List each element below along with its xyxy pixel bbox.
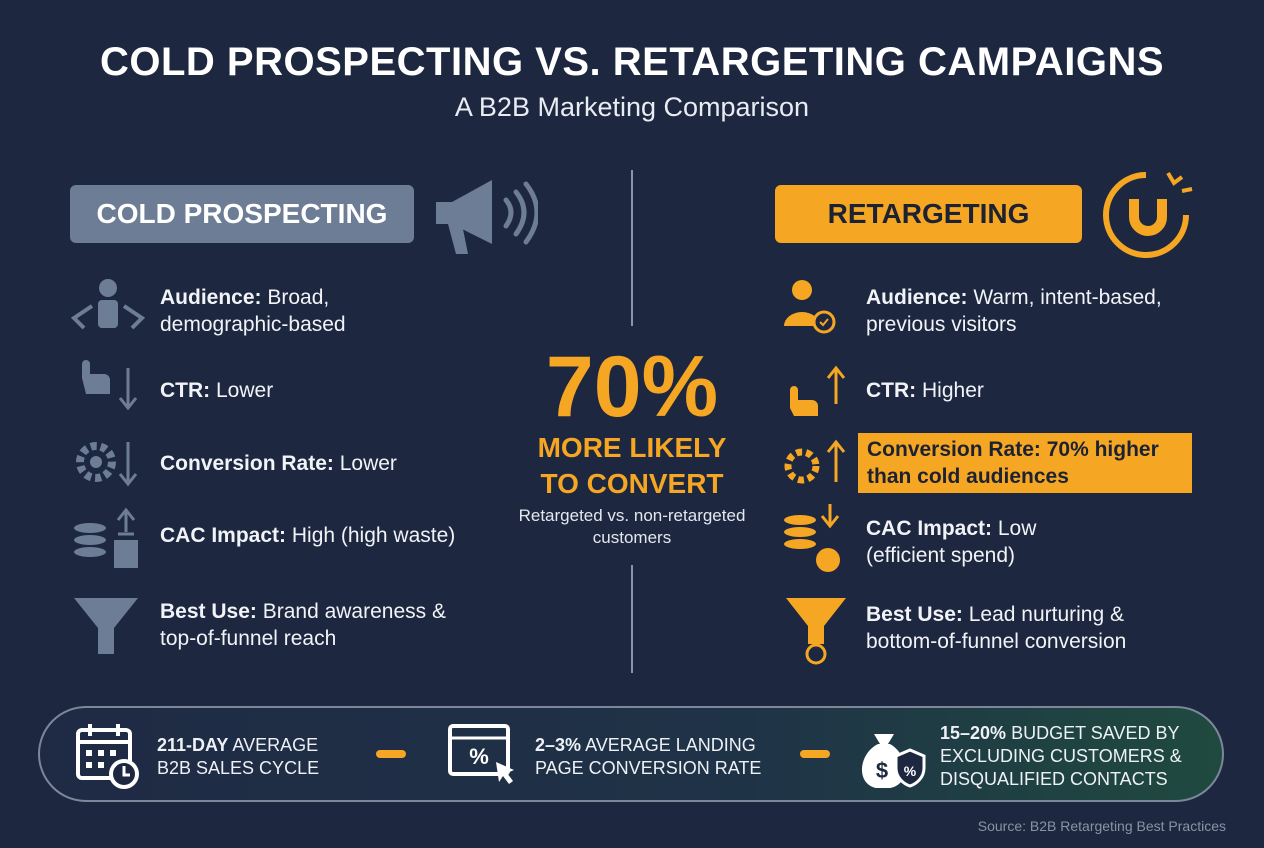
left-item: Conversion Rate: Lower bbox=[160, 450, 480, 477]
center-note: Retargeted vs. non-retargeted customers bbox=[518, 506, 746, 547]
left-item: Best Use: Brand awareness & top-of-funne… bbox=[160, 598, 480, 652]
item-text: 70% higher than cold audiences bbox=[867, 438, 1159, 488]
left-title: COLD PROSPECTING bbox=[70, 185, 414, 243]
left-item: CTR: Lower bbox=[160, 377, 480, 404]
left-item: Audience: Broad, demographic-based bbox=[160, 284, 400, 338]
item-label: Audience: bbox=[866, 286, 968, 309]
right-item-highlight: Conversion Rate: 70% higher than cold au… bbox=[858, 433, 1192, 493]
right-item: CAC Impact: Low (efficient spend) bbox=[866, 515, 1086, 569]
megaphone-icon bbox=[436, 180, 538, 254]
right-icons bbox=[784, 280, 846, 665]
footer-stat: 211-DAY AVERAGE B2B SALES CYCLE bbox=[157, 734, 357, 780]
stat-strong: 15–20% bbox=[940, 723, 1007, 743]
browser-icon: % bbox=[448, 724, 514, 784]
stat-text: AVERAGE B2B SALES CYCLE bbox=[157, 735, 320, 778]
left-icons bbox=[70, 279, 146, 654]
right-title: RETARGETING bbox=[775, 185, 1082, 243]
calendar-icon bbox=[76, 724, 139, 789]
item-label: Best Use: bbox=[160, 600, 257, 623]
subtitle: A B2B Marketing Comparison bbox=[454, 92, 810, 122]
divider bbox=[631, 170, 633, 326]
item-label: Conversion Rate: bbox=[867, 438, 1041, 461]
right-item: Best Use: Lead nurturing & bottom-of-fun… bbox=[866, 601, 1196, 655]
right-item: Audience: Warm, intent-based, previous v… bbox=[866, 284, 1206, 338]
svg-text:%: % bbox=[904, 763, 917, 779]
item-text: Broad, demographic-based bbox=[160, 286, 346, 336]
center-headline: MORE LIKELY TO CONVERT bbox=[537, 432, 727, 499]
title: COLD PROSPECTING VS. RETARGETING CAMPAIG… bbox=[99, 40, 1165, 84]
center-figure: 70% bbox=[545, 339, 719, 435]
stat-text: AVERAGE LANDING PAGE CONVERSION RATE bbox=[535, 735, 762, 778]
footer-panel bbox=[38, 706, 1224, 802]
magnet-icon bbox=[1103, 171, 1193, 258]
svg-text:%: % bbox=[469, 744, 489, 769]
source: Source: B2B Retargeting Best Practices bbox=[977, 818, 1226, 834]
moneybag-icon: $% bbox=[861, 734, 926, 788]
footer-stat: 2–3% AVERAGE LANDING PAGE CONVERSION RAT… bbox=[535, 734, 785, 780]
svg-text:$: $ bbox=[876, 758, 888, 783]
item-label: Audience: bbox=[160, 286, 262, 309]
right-item: CTR: Higher bbox=[866, 377, 1186, 404]
item-label: CTR: bbox=[160, 379, 211, 402]
stat-text: BUDGET SAVED BY EXCLUDING CUSTOMERS & DI… bbox=[940, 723, 1182, 789]
left-item: CAC Impact: High (high waste) bbox=[160, 522, 500, 549]
item-text: Warm, intent-based, previous visitors bbox=[866, 286, 1162, 336]
item-label: CTR: bbox=[866, 379, 917, 402]
item-label: CAC Impact: bbox=[160, 524, 287, 547]
item-text: Lead nurturing & bottom-of-funnel conver… bbox=[866, 603, 1127, 653]
item-text: Lower bbox=[339, 452, 397, 475]
stat-strong: 2–3% bbox=[535, 735, 582, 755]
item-text: Low (efficient spend) bbox=[866, 517, 1037, 567]
separator bbox=[376, 750, 406, 758]
item-text: Higher bbox=[922, 379, 984, 402]
footer-stat: 15–20% BUDGET SAVED BY EXCLUDING CUSTOME… bbox=[940, 722, 1202, 791]
stat-strong: 211-DAY bbox=[157, 735, 229, 755]
item-label: CAC Impact: bbox=[866, 517, 993, 540]
item-text: Brand awareness & top-of-funnel reach bbox=[160, 600, 446, 650]
item-label: Conversion Rate: bbox=[160, 452, 334, 475]
item-label: Best Use: bbox=[866, 603, 963, 626]
item-text: Lower bbox=[216, 379, 274, 402]
separator bbox=[800, 750, 830, 758]
item-text: High (high waste) bbox=[291, 524, 456, 547]
divider bbox=[631, 565, 633, 673]
